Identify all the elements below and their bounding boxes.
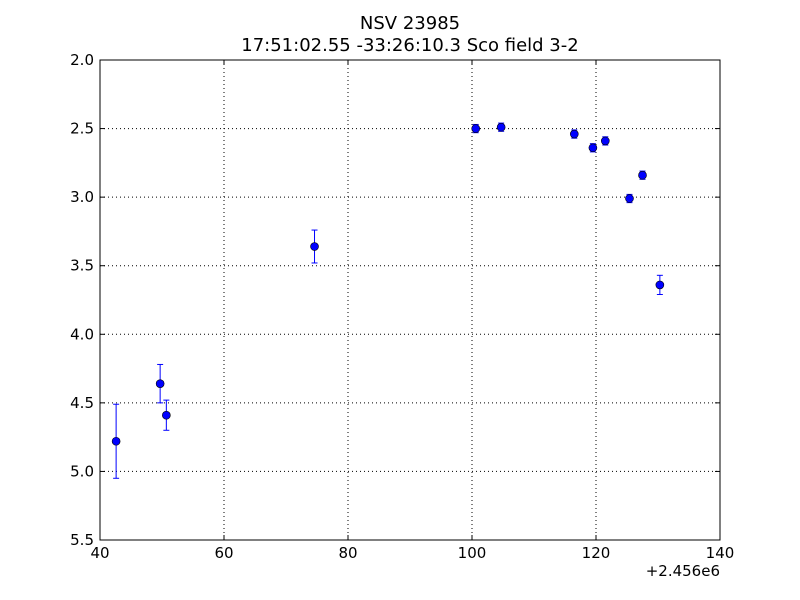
data-point-group: [310, 229, 319, 264]
y-tick-label: 3.0: [70, 188, 94, 206]
y-tick-label: 5.0: [70, 462, 94, 480]
data-point: [569, 129, 579, 139]
data-point-group: [638, 170, 647, 180]
y-tick-label: 5.5: [70, 531, 94, 549]
x-tick-label: 100: [458, 544, 487, 562]
data-point-group: [496, 122, 506, 132]
x-axis-offset-label: +2.456e6: [646, 562, 720, 580]
data-point-group: [600, 136, 610, 146]
x-tick-labels: 40 60 80 100 120 140: [90, 544, 734, 562]
x-tick-label: 40: [90, 544, 109, 562]
data-point-group: [111, 403, 121, 479]
data-point-group: [625, 193, 634, 204]
data-point: [496, 122, 506, 132]
data-points: [111, 122, 665, 479]
data-point: [155, 379, 165, 388]
plot-frame: [99, 59, 721, 541]
y-tick-labels: 2.0 2.5 3.0 3.5 4.0 4.5 5.0 5.5: [70, 51, 94, 549]
x-tick-label: 80: [338, 544, 357, 562]
data-point-group: [162, 399, 171, 431]
y-tick-label: 3.5: [70, 257, 94, 275]
y-tick-label: 2.0: [70, 51, 94, 69]
data-point: [588, 143, 598, 153]
data-point-group: [588, 143, 598, 153]
data-point: [471, 124, 481, 133]
data-point-group: [655, 274, 665, 296]
chart-title: NSV 23985: [360, 13, 460, 34]
data-point: [638, 170, 647, 180]
data-point: [600, 136, 610, 146]
y-tick-label: 4.5: [70, 394, 94, 412]
data-point-group: [471, 123, 481, 134]
data-point: [310, 242, 319, 251]
data-point: [111, 436, 121, 446]
data-point: [625, 194, 634, 203]
data-point: [162, 410, 171, 420]
y-tick-label: 4.0: [70, 325, 94, 343]
grid-lines: [100, 60, 720, 540]
axis-ticks: [99, 59, 721, 541]
chart-subtitle: 17:51:02.55 -33:26:10.3 Sco field 3-2: [241, 35, 578, 56]
x-tick-label: 120: [582, 544, 611, 562]
data-point-group: [569, 129, 579, 139]
x-tick-label: 140: [706, 544, 735, 562]
x-tick-label: 60: [214, 544, 233, 562]
data-point-group: [155, 363, 165, 404]
y-tick-label: 2.5: [70, 120, 94, 138]
data-point: [655, 280, 665, 290]
